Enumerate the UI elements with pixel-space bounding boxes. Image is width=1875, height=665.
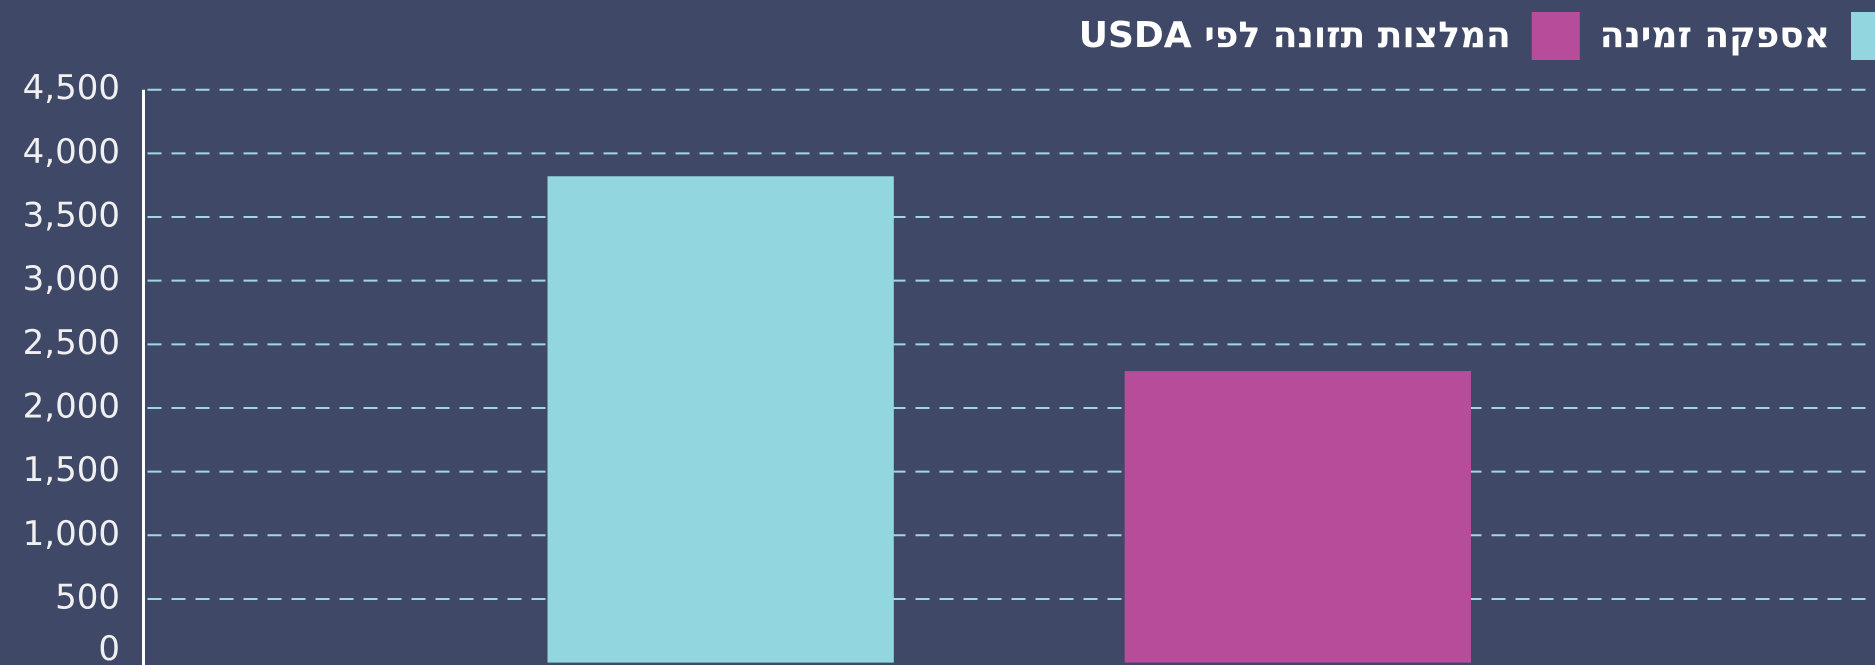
y-tick-label: 500: [55, 577, 120, 617]
legend-label: אספקה זמינה: [1600, 15, 1830, 56]
y-tick-label: 3,500: [23, 196, 120, 236]
legend-label: המלצות תזונה לפי USDA: [1079, 15, 1511, 56]
y-tick-label: 2,000: [23, 386, 120, 426]
y-tick-label: 2,500: [23, 323, 120, 363]
y-tick-label: 3,000: [23, 259, 120, 299]
y-tick-label: 4,000: [23, 132, 120, 172]
y-tick-label: 1,500: [23, 450, 120, 490]
y-tick-label: 1,000: [23, 514, 120, 554]
y-tick-label: 4,500: [23, 68, 120, 108]
legend-swatch: [1531, 12, 1580, 60]
bar: [547, 176, 894, 663]
bar: [1124, 371, 1471, 663]
legend-swatch: [1851, 12, 1875, 60]
y-tick-label: 0: [98, 629, 120, 665]
